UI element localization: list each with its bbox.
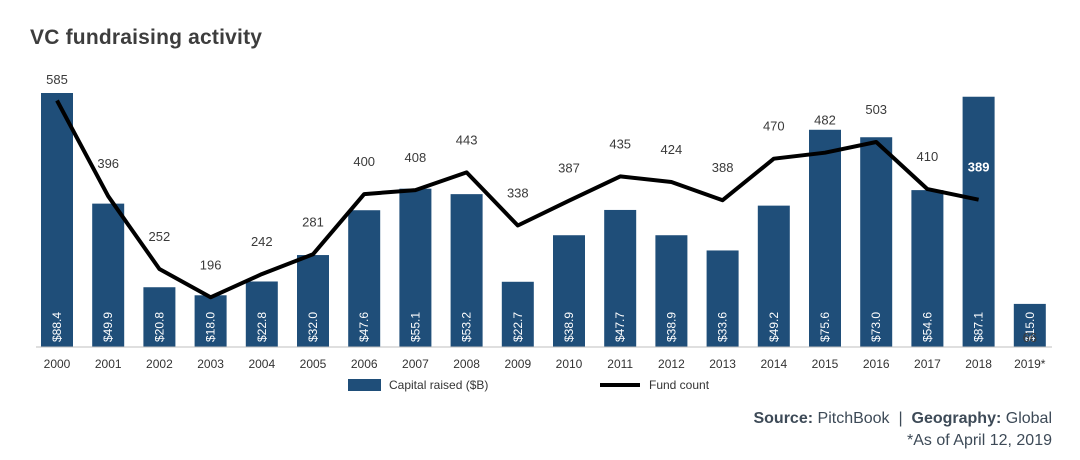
bar-value-label: $49.2 (767, 312, 781, 342)
x-tick-label: 2003 (197, 357, 224, 371)
bar-2010 (553, 235, 585, 347)
x-tick-label: 2007 (402, 357, 429, 371)
bar-2014 (757, 205, 790, 347)
fund-count-label: 66 (1023, 330, 1037, 345)
fund-count-label: 387 (558, 161, 580, 176)
x-tick-label: 2008 (453, 357, 480, 371)
bar-2001 (92, 203, 125, 347)
legend-item-capital: Capital raised ($B) (348, 378, 488, 392)
bar-value-label: $47.7 (613, 312, 627, 342)
bar-value-label: $55.1 (408, 312, 422, 342)
fund-count-label: 388 (712, 160, 734, 175)
bar-value-label: $47.6 (357, 312, 371, 342)
fund-count-label: 389 (968, 160, 990, 175)
fund-count-label: 281 (302, 214, 324, 229)
source-line: Source: PitchBook | Geography: Global (753, 408, 1052, 430)
bar-value-label: $15.0 (1023, 312, 1037, 342)
bar-value-label: $88.4 (50, 312, 64, 342)
x-tick-label: 2006 (351, 357, 378, 371)
bar-2009 (501, 281, 534, 347)
fund-count-label: 396 (97, 156, 119, 171)
bar-2002 (143, 287, 176, 347)
chart-plot: $88.4 $49.9 $20.8 $18.0 $22.8 $32.0 $47.6 $55.1… (36, 72, 1052, 371)
x-tick-label: 2004 (248, 357, 275, 371)
bar-value-label: $18.0 (204, 312, 218, 342)
fund-count-label: 242 (251, 234, 273, 249)
fund-count-label: 470 (763, 119, 785, 134)
fund-count-label: 338 (507, 186, 529, 201)
fund-count-label: 252 (149, 229, 171, 244)
source-label: Source: (753, 410, 814, 427)
bar-2004 (245, 281, 278, 347)
bar-value-label: $38.9 (562, 312, 576, 342)
bar-2008 (450, 194, 483, 347)
legend-swatch-bar (348, 379, 381, 391)
x-tick-label: 2002 (146, 357, 173, 371)
bar-2017 (911, 190, 944, 347)
bar-2011 (604, 209, 637, 347)
x-tick-label: 2009 (504, 357, 531, 371)
x-tick-label: 2013 (709, 357, 736, 371)
bar-2018 (962, 96, 995, 347)
legend-item-fund-count: Fund count (600, 378, 709, 392)
bar-value-label: $87.1 (972, 312, 986, 342)
fund-count-label: 443 (456, 132, 478, 147)
bar-2000 (41, 93, 73, 347)
geography-label: Geography: (911, 410, 1002, 427)
x-tick-label: 2001 (95, 357, 122, 371)
bar-value-label: $22.7 (511, 312, 525, 342)
footer: Source: PitchBook | Geography: Global *A… (753, 408, 1052, 452)
source-value: PitchBook (817, 410, 890, 427)
footer-separator: | (898, 410, 903, 427)
bar-value-label: $53.2 (460, 312, 474, 342)
bar-value-label: $33.6 (716, 312, 730, 342)
x-tick-label: 2015 (812, 357, 839, 371)
bar-2003 (194, 295, 227, 347)
fund-count-label: 196 (200, 257, 222, 272)
bar-2016 (860, 137, 893, 347)
legend-label-fund-count: Fund count (649, 378, 710, 392)
bar-2012 (655, 235, 688, 347)
as-of-note: *As of April 12, 2019 (907, 432, 1052, 449)
fund-count-label: 482 (814, 113, 836, 128)
x-tick-label: 2017 (914, 357, 941, 371)
bar-2006 (348, 210, 381, 347)
bar-value-label: $54.6 (920, 312, 934, 342)
chart-title: VC fundraising activity (30, 26, 263, 49)
fund-count-label: 408 (405, 150, 427, 165)
bar-2013 (706, 250, 739, 347)
x-tick-label: 2016 (863, 357, 890, 371)
bar-2005 (297, 255, 329, 347)
bar-value-label: $38.9 (664, 312, 678, 342)
geography-value: Global (1005, 410, 1052, 427)
bar-value-label: $22.8 (255, 312, 269, 342)
bar-2015 (809, 129, 841, 347)
x-tick-label: 2018 (965, 357, 992, 371)
fund-count-label: 424 (661, 142, 683, 157)
bar-value-label: $73.0 (869, 312, 883, 342)
x-tick-label: 2000 (44, 357, 71, 371)
fund-count-label: 585 (46, 72, 68, 87)
bar-value-label: $32.0 (306, 312, 320, 342)
fund-count-label: 410 (917, 149, 939, 164)
x-tick-label: 2014 (760, 357, 787, 371)
bar-value-label: $20.8 (152, 312, 166, 342)
x-tick-label: 2011 (607, 357, 633, 371)
x-tick-label: 2012 (658, 357, 685, 371)
bar-2007 (399, 188, 432, 347)
fund-count-line (55, 99, 980, 300)
legend: Capital raised ($B) Fund count (0, 378, 1080, 398)
bar-value-label: $49.9 (101, 312, 115, 342)
legend-swatch-line (600, 383, 640, 387)
x-tick-label: 2019* (1014, 357, 1046, 371)
bar-value-label: $75.6 (818, 312, 832, 342)
fund-count-label: 503 (865, 102, 887, 117)
bar-2019 (1013, 303, 1046, 347)
fund-count-label: 435 (609, 136, 631, 151)
fund-count-label: 400 (353, 154, 375, 169)
legend-label-capital: Capital raised ($B) (389, 378, 489, 392)
x-tick-label: 2010 (556, 357, 583, 371)
x-tick-label: 2005 (300, 357, 327, 371)
